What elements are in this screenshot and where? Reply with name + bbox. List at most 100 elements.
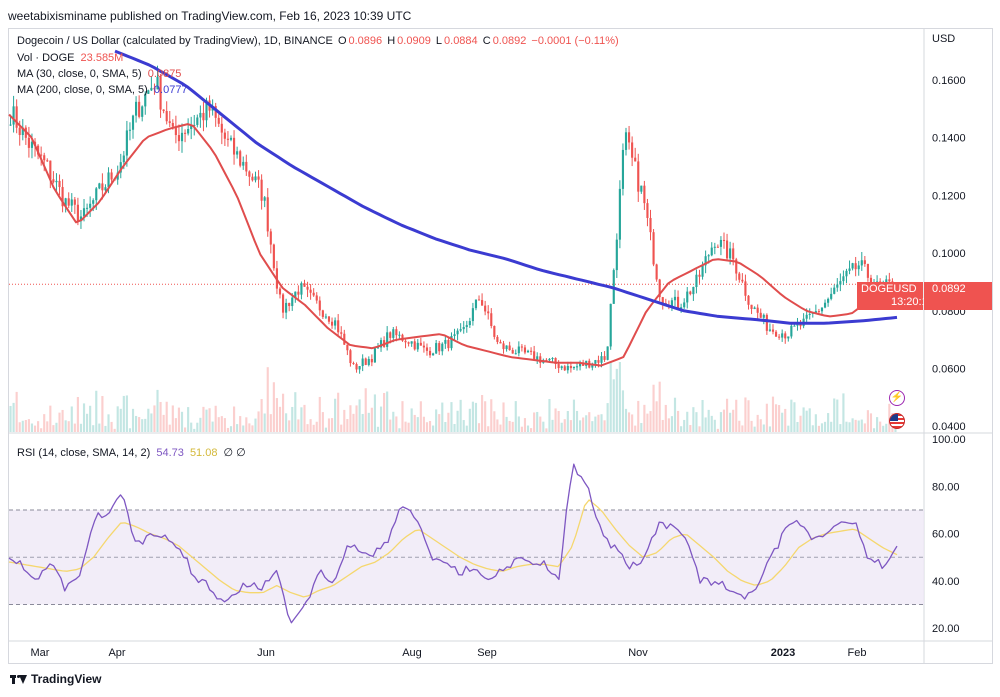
candle-body [823, 302, 827, 308]
candle-body [511, 349, 514, 354]
volume-bar [453, 424, 456, 432]
candle-body [444, 339, 447, 344]
volume-bar [624, 408, 628, 432]
candle-body [266, 197, 269, 232]
candle-body [575, 366, 579, 368]
candle-body [95, 188, 98, 201]
price-axis-tick-3: 0.1000 [932, 248, 966, 260]
candle-body [692, 287, 695, 295]
ma200-line [114, 49, 898, 325]
candle-body [744, 281, 747, 296]
symbol-legend: Dogecoin / US Dollar (calculated by Trad… [17, 35, 621, 47]
candle-body [40, 154, 43, 156]
candle-body [631, 142, 634, 158]
volume-bar [367, 412, 370, 432]
candle-body [695, 274, 698, 288]
candle-body [174, 126, 177, 136]
candle-body [603, 356, 606, 360]
volume-bar [444, 421, 447, 432]
time-axis-label-1: Apr [108, 647, 125, 659]
volume-bar [33, 425, 37, 432]
candle-body [655, 264, 658, 280]
candle-body [135, 101, 138, 116]
lightning-icon[interactable]: ⚡ [889, 390, 905, 406]
volume-bar [511, 421, 514, 432]
candle-body [615, 239, 618, 271]
candle-body [799, 323, 802, 327]
volume-bar [291, 406, 294, 432]
volume-bar [376, 426, 380, 432]
volume-bar [502, 402, 505, 432]
us-flag-icon[interactable] [889, 413, 905, 429]
volume-bar [771, 396, 775, 432]
candle-body [349, 350, 352, 364]
candle-body [82, 208, 86, 217]
volume-bar [187, 407, 190, 432]
volume-bar [477, 423, 481, 432]
volume-bar [300, 407, 303, 432]
candle-body [248, 171, 251, 177]
volume-bar [894, 427, 897, 432]
volume-bar [40, 428, 43, 432]
candle-body [557, 363, 560, 369]
candle-body [285, 302, 288, 313]
volume-bar [508, 420, 511, 432]
volume-bar [236, 424, 239, 432]
candle-body [159, 76, 162, 110]
candle-body [303, 283, 306, 287]
volume-bar [664, 404, 667, 432]
candle-body [860, 260, 863, 266]
candle-body [710, 247, 713, 256]
volume-bar [229, 426, 233, 432]
candle-body [698, 274, 701, 277]
candle-body [315, 295, 318, 301]
volume-bar [627, 412, 631, 432]
volume-bar [18, 422, 21, 432]
volume-bar [756, 414, 759, 432]
candle-body [9, 124, 12, 126]
volume-bar [135, 415, 138, 432]
volume-bar [744, 397, 747, 432]
volume-bar [128, 428, 132, 432]
volume-bar [432, 425, 435, 432]
volume-bar [239, 416, 242, 432]
candle-body [817, 311, 820, 313]
volume-bar [398, 428, 401, 432]
volume-bar [119, 408, 122, 432]
candle-body [30, 141, 34, 148]
volume-bar [337, 392, 340, 432]
volume-bar [55, 422, 58, 432]
volume-bar [830, 421, 833, 432]
candle-body [808, 313, 811, 315]
candle-body [545, 359, 548, 361]
volume-bar [425, 422, 429, 432]
candle-body [793, 325, 796, 327]
volume-bar [278, 406, 282, 432]
candle-body [73, 199, 76, 205]
ma30-label: MA (30, close, 0, SMA, 5) [17, 68, 142, 80]
candle-body [670, 300, 674, 308]
candle-body [750, 304, 753, 309]
candle-body [741, 279, 744, 282]
volume-bar [76, 397, 79, 432]
volume-bar [297, 419, 300, 432]
candle-body [713, 246, 716, 248]
candle-body [419, 342, 422, 346]
candle-body [496, 336, 499, 342]
volume-bar [673, 397, 677, 432]
volume-bar [416, 417, 419, 432]
candle-body [220, 123, 223, 133]
volume-bar [802, 407, 805, 432]
volume-bar [272, 382, 275, 432]
volume-bar [597, 414, 600, 432]
candle-body [738, 273, 741, 280]
candle-body [122, 155, 125, 163]
volume-bar [842, 393, 845, 432]
flag-canton [890, 414, 898, 421]
ma30-legend: MA (30, close, 0, SMA, 5) 0.0875 [17, 68, 181, 80]
candle-body [232, 137, 236, 155]
rsi-axis-tick-4: 20.00 [932, 623, 960, 635]
candle-body [321, 310, 324, 317]
volume-bar [334, 398, 337, 432]
volume-bar [281, 393, 285, 432]
